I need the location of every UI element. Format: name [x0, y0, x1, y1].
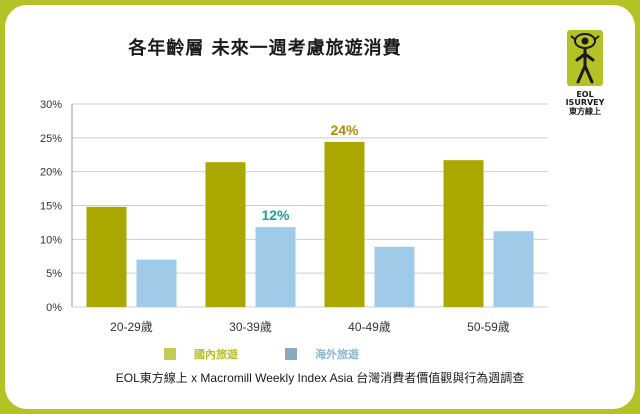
y-tick-label: 20% [40, 167, 62, 179]
logo-text-isurvey: ISURVEY [565, 98, 605, 107]
y-tick-label: 15% [40, 201, 62, 213]
bar [136, 259, 177, 307]
legend-swatch-overseas [285, 348, 297, 360]
legend-label-overseas: 海外旅遊 [315, 348, 359, 361]
y-tick-label: 10% [40, 234, 62, 246]
source-footer: EOL東方線上 x Macromill Weekly Index Asia 台灣… [115, 371, 525, 385]
data-label: 24% [330, 122, 359, 138]
y-tick-label: 30% [40, 99, 62, 111]
x-tick-label: 40-49歲 [348, 320, 391, 334]
y-tick-label: 0% [46, 302, 62, 314]
chart-title: 各年齡層 未來一週考慮旅遊消費 [128, 38, 402, 59]
bar [493, 231, 534, 307]
legend-item-overseas: 海外旅遊 [285, 346, 359, 362]
bar [374, 246, 415, 307]
logo-text-eol: EOL [576, 90, 594, 99]
legend-label-domestic: 國內旅遊 [194, 348, 238, 361]
data-label: 12% [261, 207, 290, 223]
x-tick-label: 30-39歲 [229, 320, 272, 334]
bar [443, 160, 484, 307]
y-tick-label: 5% [46, 268, 62, 280]
y-tick-label: 25% [40, 133, 62, 145]
eye-figure-icon [567, 30, 603, 86]
x-tick-label: 20-29歲 [110, 320, 153, 334]
legend-swatch-domestic [164, 348, 176, 360]
logo-text-brand: 東方線上 [569, 107, 601, 116]
bar [255, 227, 296, 307]
bar [86, 206, 127, 307]
bar [324, 141, 365, 307]
bar [205, 162, 246, 307]
eol-isurvey-logo: EOL ISURVEY 東方線上 [555, 28, 625, 118]
x-tick-label: 50-59歲 [467, 320, 510, 334]
legend-item-domestic: 國內旅遊 [164, 346, 238, 362]
